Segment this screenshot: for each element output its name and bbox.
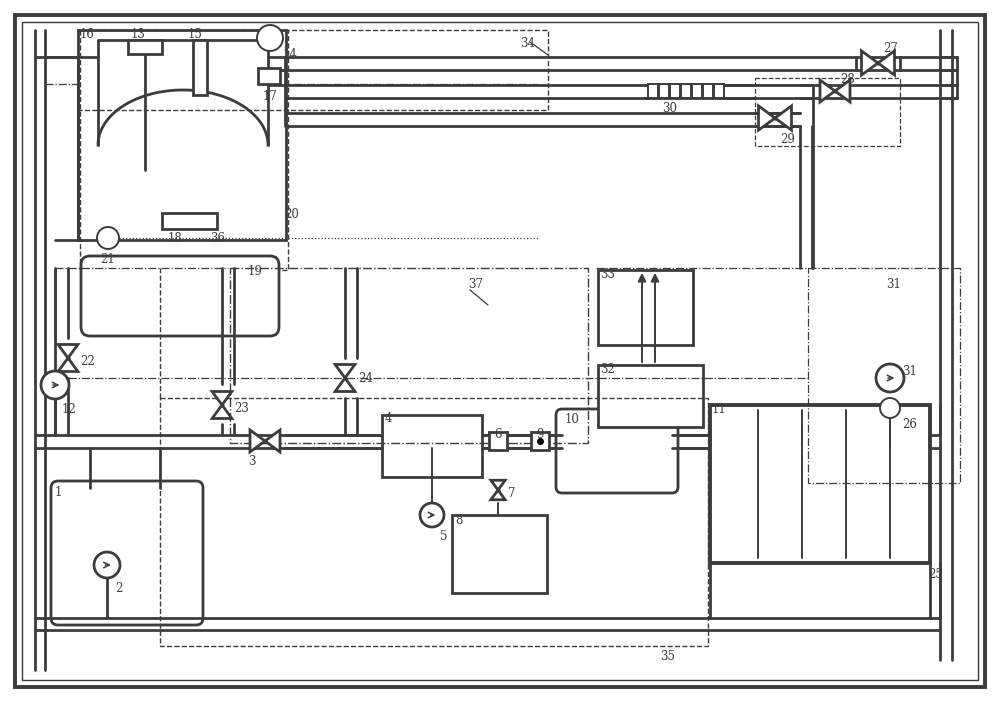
Text: 16: 16 bbox=[80, 28, 95, 41]
Text: 30: 30 bbox=[662, 102, 677, 115]
Text: 22: 22 bbox=[80, 355, 95, 368]
Bar bbox=[692, 84, 702, 98]
Text: 33: 33 bbox=[600, 268, 615, 281]
Text: 36: 36 bbox=[210, 232, 225, 245]
Bar bbox=[598, 270, 693, 345]
Bar bbox=[714, 84, 724, 98]
Polygon shape bbox=[862, 51, 878, 75]
Text: 17: 17 bbox=[263, 90, 277, 103]
Text: 29: 29 bbox=[780, 133, 795, 146]
Polygon shape bbox=[335, 364, 355, 378]
Bar bbox=[128, 40, 162, 54]
Bar bbox=[703, 84, 713, 98]
Text: 31: 31 bbox=[886, 278, 901, 291]
Bar bbox=[659, 84, 669, 98]
Bar bbox=[162, 213, 217, 229]
Text: 19: 19 bbox=[248, 265, 263, 278]
FancyBboxPatch shape bbox=[51, 481, 203, 625]
Circle shape bbox=[420, 503, 444, 527]
Polygon shape bbox=[775, 106, 792, 130]
Text: 24: 24 bbox=[358, 372, 373, 385]
Polygon shape bbox=[212, 405, 232, 418]
Circle shape bbox=[257, 25, 283, 51]
Text: 5: 5 bbox=[440, 530, 448, 543]
Bar bbox=[681, 84, 691, 98]
Text: 15: 15 bbox=[188, 28, 202, 41]
Text: 9: 9 bbox=[536, 428, 544, 441]
Text: 8: 8 bbox=[455, 514, 462, 527]
Text: 35: 35 bbox=[660, 650, 675, 663]
Circle shape bbox=[94, 552, 120, 578]
Text: 32: 32 bbox=[600, 363, 615, 376]
Bar bbox=[808, 268, 960, 483]
Text: 23: 23 bbox=[234, 402, 249, 415]
Polygon shape bbox=[58, 358, 78, 371]
Bar bbox=[258, 68, 280, 84]
FancyBboxPatch shape bbox=[81, 256, 279, 336]
Polygon shape bbox=[835, 80, 850, 102]
Bar bbox=[230, 268, 588, 443]
Text: 18: 18 bbox=[168, 232, 183, 245]
Bar bbox=[382, 415, 482, 477]
Text: 28: 28 bbox=[840, 73, 855, 86]
Bar bbox=[80, 30, 288, 270]
Text: 20: 20 bbox=[284, 208, 299, 221]
Text: 1: 1 bbox=[55, 486, 62, 499]
Bar bbox=[598, 365, 703, 427]
Bar bbox=[160, 398, 708, 646]
Polygon shape bbox=[58, 345, 78, 358]
Bar bbox=[648, 84, 658, 98]
Bar bbox=[755, 78, 900, 146]
Circle shape bbox=[880, 398, 900, 418]
Text: 25: 25 bbox=[928, 568, 943, 581]
Bar bbox=[710, 405, 930, 563]
Bar bbox=[193, 40, 207, 95]
Text: 37: 37 bbox=[468, 278, 483, 291]
Polygon shape bbox=[491, 490, 505, 500]
Text: 12: 12 bbox=[62, 403, 77, 416]
Bar bbox=[78, 30, 286, 240]
Bar bbox=[489, 432, 507, 450]
Bar bbox=[78, 30, 548, 110]
Text: 31: 31 bbox=[902, 365, 917, 378]
Polygon shape bbox=[212, 392, 232, 405]
Bar bbox=[531, 432, 549, 450]
Bar bbox=[452, 515, 547, 593]
Text: 27: 27 bbox=[883, 42, 898, 55]
Polygon shape bbox=[878, 51, 895, 75]
Polygon shape bbox=[250, 430, 265, 452]
Text: 26: 26 bbox=[902, 418, 917, 431]
Polygon shape bbox=[820, 80, 835, 102]
Text: 11: 11 bbox=[712, 403, 727, 416]
Polygon shape bbox=[335, 378, 355, 392]
Text: 13: 13 bbox=[131, 28, 145, 41]
Text: 3: 3 bbox=[248, 455, 256, 468]
Text: 10: 10 bbox=[565, 413, 580, 426]
Polygon shape bbox=[265, 430, 280, 452]
Text: 34: 34 bbox=[520, 37, 535, 50]
Text: 21: 21 bbox=[100, 253, 115, 266]
Bar bbox=[670, 84, 680, 98]
Text: 4: 4 bbox=[385, 412, 392, 425]
Circle shape bbox=[41, 371, 69, 399]
FancyBboxPatch shape bbox=[556, 409, 678, 493]
Circle shape bbox=[876, 364, 904, 392]
Polygon shape bbox=[759, 106, 775, 130]
Circle shape bbox=[97, 227, 119, 249]
Text: 6: 6 bbox=[494, 428, 502, 441]
Text: 2: 2 bbox=[115, 582, 122, 595]
Polygon shape bbox=[491, 480, 505, 490]
Text: 14: 14 bbox=[283, 48, 298, 61]
Text: 7: 7 bbox=[508, 487, 516, 500]
